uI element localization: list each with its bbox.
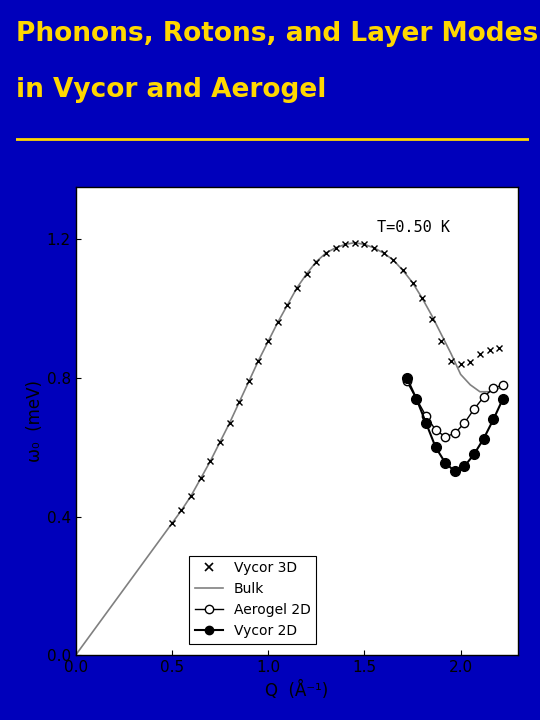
- Text: Phonons, Rotons, and Layer Modes: Phonons, Rotons, and Layer Modes: [16, 21, 538, 47]
- X-axis label: Q  (Å⁻¹): Q (Å⁻¹): [265, 680, 329, 700]
- Legend: Vycor 3D, Bulk, Aerogel 2D, Vycor 2D: Vycor 3D, Bulk, Aerogel 2D, Vycor 2D: [190, 556, 316, 644]
- Y-axis label: ω₀  (meV): ω₀ (meV): [26, 380, 44, 462]
- Text: T=0.50 K: T=0.50 K: [377, 220, 450, 235]
- Text: in Vycor and Aerogel: in Vycor and Aerogel: [16, 76, 327, 103]
